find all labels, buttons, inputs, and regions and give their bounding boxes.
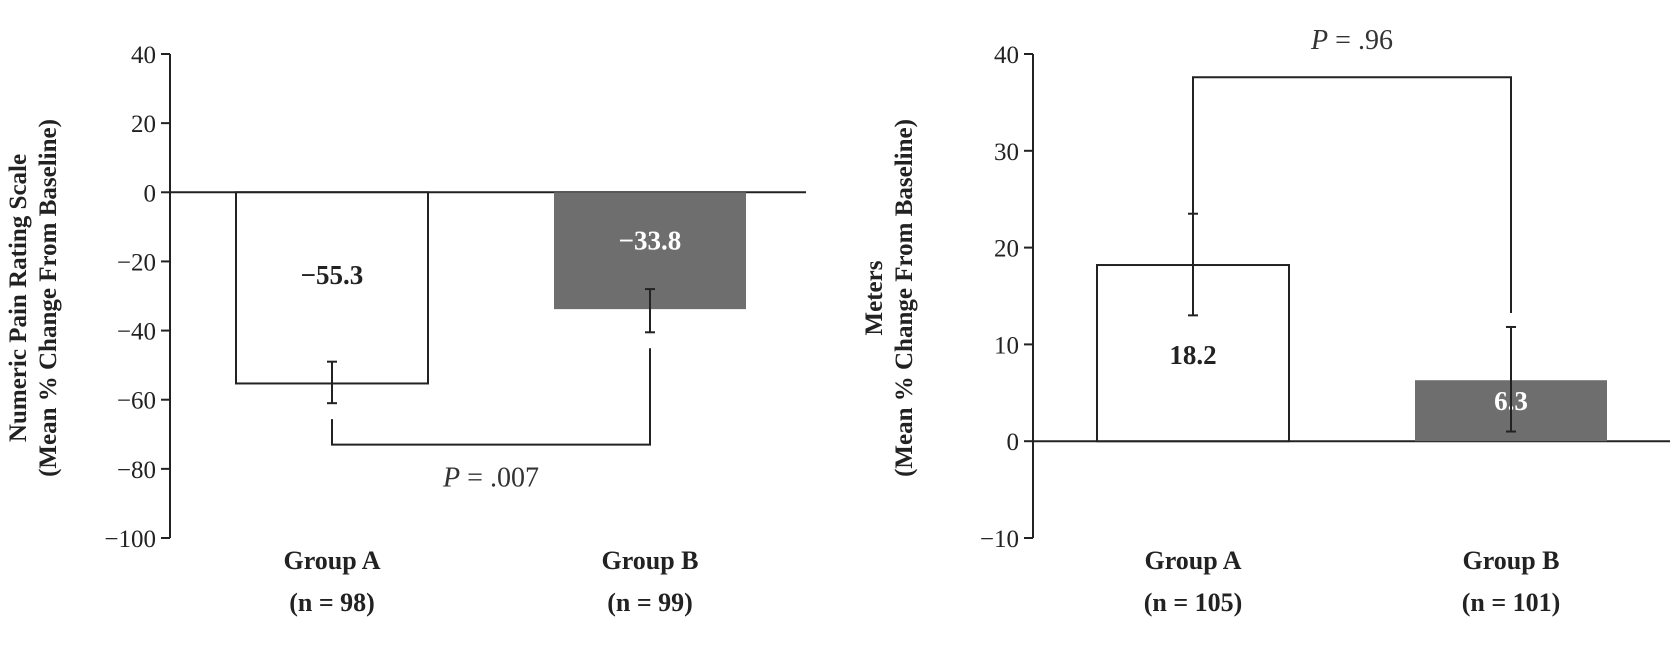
chart-panel-2: 40 30 20 10 0 −10 Meters (Mean % Change From Ba… [861,25,1670,617]
category-label: Group B [1462,546,1559,575]
y-tick-label: 20 [131,111,156,138]
y-axis-label: Numeric Pain Rating Scale [5,154,32,442]
category-sample-size: (n = 105) [1144,588,1243,617]
y-tick-label: −40 [117,319,156,346]
p-value-text: = .007 [460,463,539,494]
p-value-symbol: P [1310,25,1328,56]
y-tick-label: 0 [144,180,157,207]
p-value-symbol: P [442,463,460,494]
data-label: 18.2 [1169,340,1216,370]
y-tick-label: 0 [1007,429,1020,456]
y-tick-label: 40 [994,42,1019,69]
category-sample-size: (n = 99) [607,588,693,617]
y-tick-label: 20 [994,236,1019,263]
y-tick-label: −80 [117,457,156,484]
y-axis-label-sub: (Mean % Change From Baseline) [891,119,918,477]
y-tick-label: −100 [104,526,156,553]
bar-group-a [235,191,429,385]
y-tick-label: 40 [131,42,156,69]
y-tick-label: 30 [994,139,1019,166]
y-axis-label: Meters [861,260,888,335]
category-sample-size: (n = 101) [1462,588,1561,617]
category-label: Group A [283,546,380,575]
significance-bracket [1192,76,1512,313]
y-tick-label: 10 [994,332,1019,359]
data-label: −33.8 [619,225,682,255]
p-value-label: P = .007 [442,463,539,494]
category-label: Group A [1144,546,1241,575]
p-value-text: = .96 [1328,25,1393,56]
y-axis-label-sub: (Mean % Change From Baseline) [35,119,62,477]
p-value-label: P = .96 [1310,25,1393,56]
significance-bracket [331,348,651,446]
data-label: −55.3 [301,260,364,290]
category-sample-size: (n = 98) [289,588,375,617]
y-tick-label: −60 [117,388,156,415]
y-tick-label: −10 [980,526,1019,553]
chart-panel-1: 40 20 0 −20 −40 −60 −80 −100 Numeric Pain Rating… [5,42,806,617]
y-tick-label: −20 [117,249,156,276]
category-label: Group B [601,546,698,575]
